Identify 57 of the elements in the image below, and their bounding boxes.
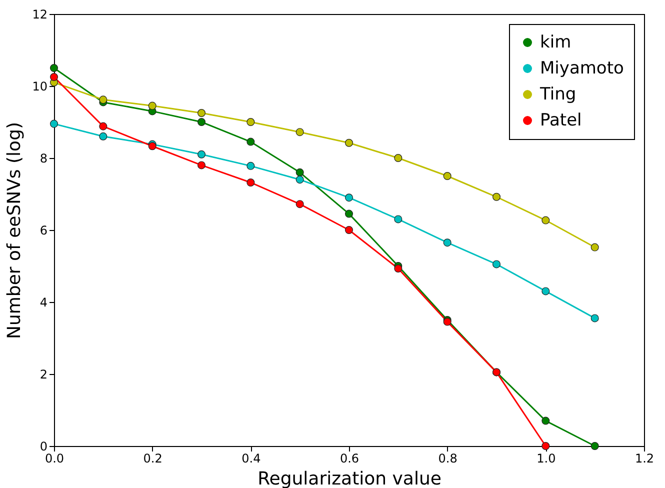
x-tick-label: 0.2 bbox=[143, 452, 162, 466]
point bbox=[394, 215, 402, 224]
point bbox=[246, 118, 255, 126]
point bbox=[296, 128, 304, 136]
x-tick-label: 1.2 bbox=[634, 452, 654, 466]
point bbox=[542, 216, 550, 224]
point bbox=[246, 162, 255, 170]
point bbox=[443, 238, 452, 247]
point bbox=[197, 118, 206, 126]
legend-label: Miyamoto bbox=[540, 58, 624, 78]
point bbox=[296, 168, 304, 176]
y-axis-title: Number of eeSNVs (log) bbox=[4, 122, 26, 340]
y-tick-label: 4 bbox=[40, 296, 48, 310]
point bbox=[542, 442, 550, 450]
point bbox=[246, 178, 255, 186]
point bbox=[148, 102, 156, 110]
x-tick-label: 0.4 bbox=[242, 452, 261, 466]
point bbox=[443, 172, 452, 180]
point bbox=[344, 194, 354, 202]
point bbox=[99, 96, 108, 104]
x-axis-title: Regularization value bbox=[258, 468, 442, 488]
point bbox=[99, 132, 108, 140]
point bbox=[296, 176, 304, 184]
point bbox=[590, 243, 599, 252]
point bbox=[344, 226, 354, 234]
point bbox=[246, 138, 255, 146]
legend-label: Ting bbox=[539, 84, 576, 104]
point bbox=[99, 122, 108, 130]
point bbox=[344, 138, 354, 147]
y-tick-label: 0 bbox=[40, 440, 48, 454]
point bbox=[492, 192, 501, 201]
point bbox=[50, 120, 58, 128]
point bbox=[542, 287, 550, 296]
point bbox=[197, 161, 206, 170]
point bbox=[197, 109, 206, 117]
point bbox=[394, 154, 402, 162]
x-tick-label: 1.0 bbox=[536, 452, 556, 466]
point bbox=[296, 200, 304, 208]
point bbox=[394, 264, 402, 273]
point bbox=[50, 73, 58, 81]
y-tick-label: 8 bbox=[40, 152, 48, 166]
point bbox=[590, 314, 599, 322]
legend-label: Patel bbox=[540, 110, 582, 130]
point bbox=[197, 150, 206, 158]
y-tick-label: 12 bbox=[32, 8, 48, 22]
point bbox=[590, 442, 599, 450]
x-tick-label: 0.8 bbox=[438, 452, 458, 466]
point bbox=[344, 210, 354, 218]
legend-label: kim bbox=[540, 32, 572, 52]
point bbox=[50, 64, 58, 72]
x-tick-label: 0.0 bbox=[44, 452, 64, 466]
y-tick-label: 10 bbox=[32, 80, 48, 94]
x-tick-label: 0.6 bbox=[340, 452, 360, 466]
point bbox=[492, 260, 501, 268]
point bbox=[542, 416, 550, 425]
y-tick-label: 2 bbox=[40, 368, 48, 382]
y-tick-label: 6 bbox=[40, 224, 48, 238]
